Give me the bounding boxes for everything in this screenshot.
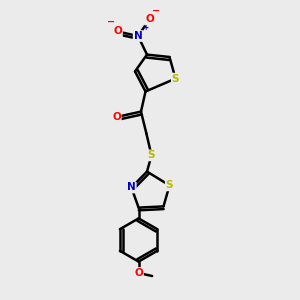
Text: S: S — [166, 180, 173, 190]
Text: +: + — [142, 23, 148, 32]
Text: O: O — [113, 26, 122, 37]
Text: O: O — [112, 112, 121, 122]
Text: S: S — [172, 74, 179, 84]
Text: O: O — [134, 268, 143, 278]
Text: −: − — [107, 17, 115, 27]
Text: S: S — [148, 150, 155, 161]
Text: O: O — [145, 14, 154, 25]
Text: −: − — [152, 6, 160, 16]
Text: N: N — [127, 182, 136, 193]
Text: N: N — [134, 31, 142, 41]
